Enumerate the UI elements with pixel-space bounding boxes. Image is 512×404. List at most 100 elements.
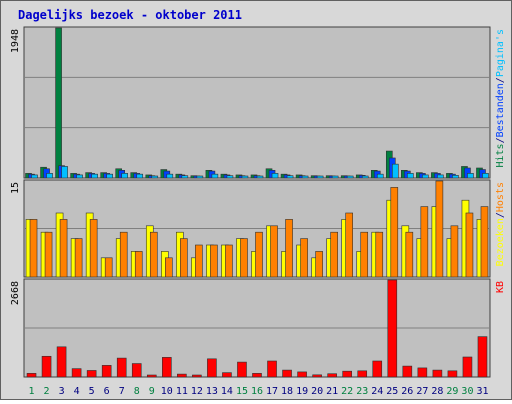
bar-pagina-s-day-10	[166, 173, 174, 179]
x-tick-label: 7	[119, 386, 125, 397]
bar-kb-day-24	[372, 360, 383, 378]
bar-pagina-s-day-21	[331, 175, 339, 179]
bar-kb-day-21	[327, 373, 337, 378]
x-tick-label: 5	[89, 386, 95, 397]
panel-max-label: 15	[10, 182, 21, 194]
bar-hosts-day-4	[74, 238, 83, 278]
bar-kb-day-29	[447, 370, 458, 378]
bar-hosts-day-18	[285, 219, 293, 278]
x-tick-label: 23	[356, 386, 368, 397]
x-tick-label: 27	[416, 386, 428, 397]
bar-pagina-s-day-25	[391, 163, 399, 179]
panel-max-label: 2668	[10, 281, 21, 305]
bar-hosts-day-24	[375, 231, 384, 278]
bar-hosts-day-29	[450, 225, 459, 278]
bar-hosts-day-16	[255, 231, 263, 278]
x-tick-label: 21	[326, 386, 338, 397]
bar-hosts-day-27	[420, 206, 429, 278]
bar-hosts-day-25	[390, 187, 399, 278]
x-tick-label: 28	[431, 386, 443, 397]
bar-hosts-day-20	[315, 251, 323, 278]
panel-side-label-part: Hosts	[495, 182, 506, 212]
bar-pagina-s-day-24	[376, 173, 384, 179]
panel-side-label-part: Bezoeken	[495, 218, 506, 266]
bar-pagina-s-day-7	[121, 173, 129, 179]
bar-kb-day-7	[116, 357, 127, 378]
bar-hosts-day-14	[225, 244, 233, 278]
x-tick-label: 13	[206, 386, 218, 397]
bar-kb-day-19	[297, 371, 307, 378]
bar-kb-day-20	[312, 374, 322, 378]
panel-side-label-part: /	[495, 137, 506, 143]
bar-hosts-day-19	[300, 238, 308, 278]
x-tick-label: 11	[176, 386, 188, 397]
bar-hosts-day-5	[89, 219, 98, 278]
bar-pagina-s-day-20	[316, 175, 324, 179]
bar-kb-day-12	[192, 374, 202, 378]
bar-pagina-s-day-27	[422, 174, 429, 179]
bar-hosts-day-9	[149, 231, 158, 278]
panel-side-label: Hits/Bestanden/Pagina's	[495, 29, 506, 168]
bar-hosts-day-15	[240, 238, 248, 278]
bar-kb-day-3	[56, 346, 67, 378]
bar-pagina-s-day-15	[241, 175, 249, 179]
bar-hosts-day-7	[119, 231, 128, 278]
x-tick-label: 2	[44, 386, 50, 397]
bar-kb-day-18	[282, 369, 292, 378]
panel-side-label: Bezoeken/Hosts	[495, 182, 506, 266]
x-tick-label: 19	[296, 386, 308, 397]
x-tick-label: 14	[221, 386, 233, 397]
bar-hosts-day-2	[44, 231, 53, 278]
bar-hosts-day-30	[465, 212, 474, 278]
bar-kb-day-28	[432, 369, 443, 378]
x-tick-label: 10	[161, 386, 173, 397]
x-tick-label: 30	[461, 386, 473, 397]
kb_panel: 2668 KB	[10, 278, 506, 378]
visits_panel: 15 Bezoeken/Hosts	[10, 179, 506, 278]
bar-kb-day-2	[41, 355, 52, 378]
bar-pagina-s-day-28	[437, 174, 444, 179]
bar-pagina-s-day-12	[196, 175, 204, 179]
x-tick-label: 6	[104, 386, 110, 397]
bar-hosts-day-31	[480, 206, 489, 278]
bar-hits-day-3	[55, 27, 62, 179]
bar-hosts-day-23	[360, 231, 369, 278]
bar-kb-day-1	[26, 373, 37, 378]
bar-kb-day-22	[342, 370, 352, 378]
bar-pagina-s-day-26	[407, 173, 414, 179]
panel-side-label: KB	[495, 281, 506, 293]
x-tick-label: 15	[236, 386, 248, 397]
bar-pagina-s-day-19	[301, 175, 309, 179]
bar-hosts-day-26	[405, 231, 414, 278]
bar-pagina-s-day-9	[151, 175, 159, 179]
x-tick-label: 17	[266, 386, 278, 397]
bar-kb-day-5	[86, 370, 97, 378]
bar-kb-day-10	[162, 357, 172, 378]
x-tick-label: 31	[476, 386, 488, 397]
bar-kb-day-26	[402, 365, 413, 378]
bar-pagina-s-day-5	[91, 173, 98, 179]
bar-kb-day-17	[267, 360, 277, 378]
bar-kb-day-8	[131, 363, 142, 378]
chart-title: Dagelijks bezoek - oktober 2011	[18, 8, 242, 22]
bar-kb-day-13	[207, 358, 217, 378]
x-tick-label: 25	[386, 386, 398, 397]
bar-pagina-s-day-30	[467, 173, 474, 179]
bar-pagina-s-day-31	[482, 173, 489, 179]
bar-pagina-s-day-17	[271, 173, 279, 179]
bar-kb-day-16	[252, 373, 262, 378]
x-tick-label: 29	[446, 386, 458, 397]
panel-side-label-part: KB	[495, 281, 506, 293]
bar-hosts-day-22	[345, 212, 353, 278]
bar-hosts-day-1	[29, 219, 38, 278]
x-tick-label: 12	[191, 386, 203, 397]
bar-pagina-s-day-16	[256, 175, 264, 179]
x-tick-label: 4	[74, 386, 80, 397]
bar-hosts-day-6	[104, 257, 113, 278]
bar-pagina-s-day-29	[452, 175, 459, 179]
panel-side-label-part: Pagina's	[495, 29, 506, 77]
panel-side-label-part: /	[495, 212, 506, 218]
x-axis-day-labels: 1 2 3 4 5 6 7 8 9 10 11 12 13 14 15 16 17 18 19 20 21 22 23 24 2…	[29, 386, 489, 397]
bar-hosts-day-8	[134, 251, 143, 278]
